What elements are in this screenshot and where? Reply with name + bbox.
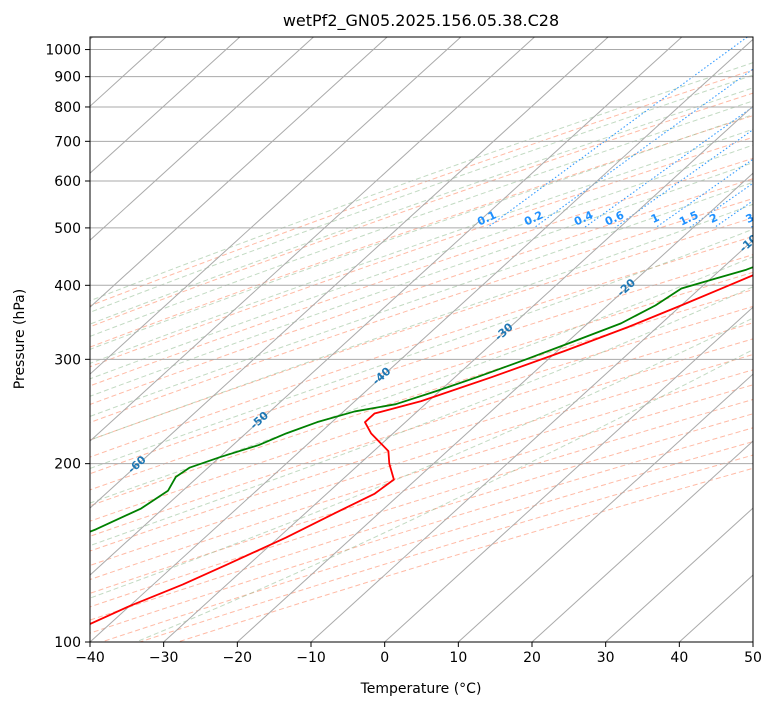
isotherm-line [531, 440, 753, 642]
x-tick-label: 10 [449, 650, 467, 666]
isotherm-line [90, 38, 753, 642]
y-tick-label: 300 [54, 352, 81, 368]
x-axis-label: Temperature (°C) [360, 681, 482, 697]
moist-adiabat-line [90, 203, 753, 441]
isotherm-line [163, 105, 753, 642]
y-axis-label: Pressure (hPa) [12, 289, 28, 389]
dry-adiabat-line [90, 178, 753, 405]
isotherm-line [90, 37, 314, 241]
moist-adiabat-line [90, 114, 753, 350]
isotherm-line [605, 507, 753, 642]
mixing-ratio-line [614, 128, 753, 229]
y-tick-label: 700 [54, 134, 81, 150]
dry-adiabat-line [90, 115, 753, 348]
moist-adiabats [90, 62, 753, 642]
plot-frame [89, 36, 754, 643]
dry-adiabat-line [90, 69, 753, 307]
chart-title: wetPf2_GN05.2025.156.05.38.C28 [283, 11, 559, 31]
isotherm-line [90, 37, 683, 576]
x-tick-label: 0 [380, 650, 389, 666]
x-tick-label: 50 [744, 650, 762, 666]
moist-adiabat-line [90, 74, 753, 313]
x-tick-label: −40 [75, 650, 105, 666]
isotherm-line [90, 37, 388, 308]
isotherm-line [90, 37, 609, 509]
x-tick-label: 30 [597, 650, 615, 666]
profile-lines [90, 266, 753, 626]
y-tick-label: 600 [54, 174, 81, 190]
mixing-ratio-line [688, 182, 753, 229]
y-tick-label: 200 [54, 457, 81, 473]
dry-adiabat-line [90, 157, 753, 387]
moist-adiabat-line [90, 256, 753, 504]
y-tick-label: 400 [54, 278, 81, 294]
x-tick-label: −30 [149, 650, 179, 666]
temperature-line [90, 274, 753, 626]
moist-adiabat-line [90, 317, 753, 599]
x-tick-label: −10 [296, 650, 326, 666]
y-tick-label: 500 [54, 221, 81, 237]
isotherm-line [90, 37, 241, 174]
x-tick-label: 20 [523, 650, 541, 666]
isotherm-line [457, 373, 753, 642]
isotherm-line [90, 37, 462, 375]
dewpoint-line [90, 266, 753, 533]
isotherm-line [384, 306, 753, 642]
isotherm-line [236, 172, 753, 642]
y-tick-label: 800 [54, 100, 81, 116]
y-axis-ticks: 100 200 300 400 500 600 700 800 900 1000 [45, 43, 90, 651]
moist-adiabat-line [90, 144, 753, 380]
moist-adiabat-line [90, 62, 753, 302]
isotherms [90, 37, 753, 642]
y-tick-label: 1000 [45, 43, 81, 59]
isotherm-line [310, 239, 753, 642]
x-axis-ticks: −40 −30 −20 −10 0 10 20 30 40 50 [75, 642, 762, 666]
moist-adiabat-line [90, 286, 753, 547]
dry-adiabat-line [90, 198, 753, 424]
x-tick-label: −20 [223, 650, 253, 666]
x-tick-label: 40 [670, 650, 688, 666]
isotherm-line [90, 37, 535, 442]
moist-adiabat-line [90, 181, 753, 417]
plot-content: -100-90-80-70-60-50-40-30-20-10010203040… [90, 37, 756, 642]
y-tick-label: 900 [54, 70, 81, 86]
mixing-ratio-label: 3 [744, 211, 756, 226]
moist-adiabat-line [90, 228, 753, 470]
y-tick-label: 100 [54, 635, 81, 651]
